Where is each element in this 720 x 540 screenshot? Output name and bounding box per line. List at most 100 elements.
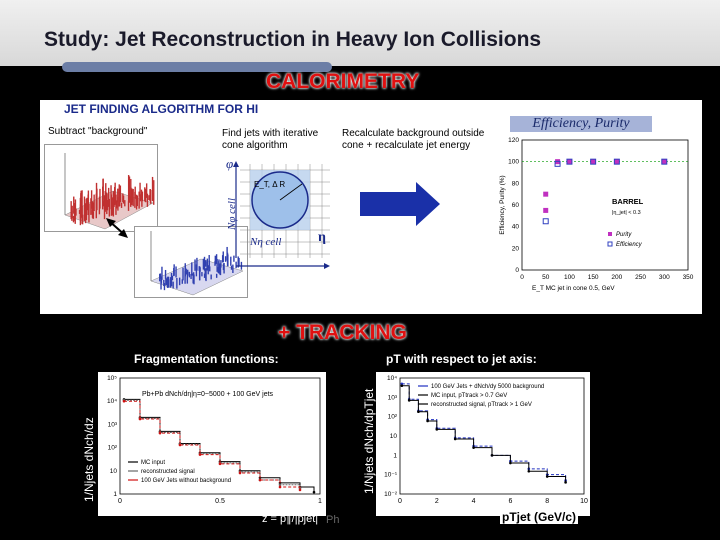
efficiency-legend-title: BARREL bbox=[612, 197, 644, 206]
efficiency-point bbox=[554, 160, 561, 167]
efficiency-x-label: E_T MC jet in cone 0.5, GeV bbox=[532, 285, 615, 292]
frag-point bbox=[298, 488, 302, 492]
pt-y-tick: 10⁻² bbox=[384, 491, 398, 498]
efficiency-purity-heading: Efficiency, Purity bbox=[510, 116, 652, 132]
efficiency-x-tick: 150 bbox=[588, 274, 599, 281]
frag-point bbox=[278, 483, 282, 487]
efficiency-legend-sub: |η_jet| < 0.3 bbox=[612, 210, 641, 216]
frag-y-tick: 1 bbox=[113, 491, 117, 498]
purity-point bbox=[590, 159, 596, 165]
pt-x-label: pTjet (GeV/c) bbox=[500, 510, 579, 524]
calorimetry-heading: CALORIMETRY bbox=[266, 70, 420, 93]
footer-fragment: Ph bbox=[326, 514, 340, 526]
pt-legend-label: MC input, pTtrack > 0.7 GeV bbox=[431, 393, 507, 399]
pt-y-tick: 10 bbox=[390, 433, 398, 440]
step-recalculate: Recalculate background outside cone + re… bbox=[342, 128, 485, 151]
pt-y-tick: 10⁴ bbox=[387, 375, 397, 382]
pt-y-tick: 10² bbox=[388, 414, 398, 421]
pt-point bbox=[435, 428, 439, 431]
purity-point bbox=[614, 159, 620, 165]
frag-series-line bbox=[124, 399, 301, 489]
pt-point bbox=[545, 475, 549, 478]
pt-y-tick: 1 bbox=[393, 452, 397, 459]
legend-efficiency-swatch bbox=[607, 241, 613, 247]
pt-point bbox=[426, 419, 429, 423]
frag-y-tick: 10³ bbox=[108, 421, 118, 428]
phi-axis-label: φ bbox=[226, 156, 234, 171]
title-bar bbox=[0, 0, 720, 66]
cone-grid-diagram bbox=[233, 161, 330, 269]
pt-y-tick: 10³ bbox=[388, 394, 398, 401]
efficiency-x-tick: 250 bbox=[635, 274, 646, 281]
jet-energy-resolution: Jet Energy Resolution ~18% → 9% bbox=[474, 292, 662, 306]
efficiency-x-tick: 50 bbox=[542, 274, 550, 281]
diagonal-arrow-left bbox=[106, 218, 128, 238]
slide-title: Study: Jet Reconstruction in Heavy Ion C… bbox=[44, 28, 542, 51]
frag-legend-label: 100 GeV Jets without background bbox=[141, 478, 231, 484]
frag-legend-label: reconstructed signal bbox=[141, 469, 195, 475]
efficiency-y-tick: 80 bbox=[512, 180, 520, 187]
efficiency-x-tick: 100 bbox=[564, 274, 575, 281]
purity-point bbox=[661, 159, 667, 165]
frag-x-tick: 0.5 bbox=[215, 498, 225, 505]
efficiency-y-tick: 60 bbox=[512, 202, 520, 209]
efficiency-x-tick: 0 bbox=[520, 274, 524, 281]
algorithm-heading: JET FINDING ALGORITHM FOR HI bbox=[64, 102, 259, 116]
efficiency-point bbox=[661, 158, 668, 165]
efficiency-legend-purity: Purity bbox=[616, 232, 632, 238]
pt-legend-label: reconstructed signal, pTtrack > 1 GeV bbox=[431, 402, 532, 408]
efficiency-purity-chart: 0 50 100 150 200 250 300 350 0 20 40 60 80 100 120 E_T … bbox=[492, 134, 698, 302]
efficiency-x-tick: 350 bbox=[683, 274, 694, 281]
purity-point bbox=[543, 191, 549, 197]
pt-point bbox=[472, 446, 475, 449]
eta-axis-label: η bbox=[318, 230, 326, 245]
pt-point bbox=[564, 481, 567, 484]
frag-point bbox=[138, 417, 142, 421]
pt-point bbox=[527, 469, 531, 473]
pt-legend-label: 100 GeV Jets + dNch/dy 5000 background bbox=[431, 384, 544, 390]
purity-point bbox=[543, 207, 549, 213]
pt-point bbox=[417, 410, 420, 414]
frag-y-tick: 10⁵ bbox=[107, 375, 117, 382]
efficiency-y-tick: 120 bbox=[508, 137, 519, 144]
pt-x-tick: 6 bbox=[508, 498, 512, 505]
fragmentation-y-label: 1/Njets dNch/dz bbox=[82, 417, 96, 502]
pt-point bbox=[407, 399, 411, 402]
efficiency-y-tick: 100 bbox=[508, 159, 519, 166]
pt-y-label: 1/Njets dNch/dpTjet bbox=[362, 388, 376, 494]
cone-radius-label: E_T, Δ R bbox=[254, 180, 286, 189]
frag-x-tick: 1 bbox=[318, 498, 322, 505]
efficiency-y-tick: 40 bbox=[512, 224, 520, 231]
frag-frame bbox=[119, 377, 321, 495]
pt-point bbox=[490, 454, 494, 457]
pt-caption: pT with respect to jet axis: bbox=[386, 352, 537, 366]
pt-point bbox=[400, 384, 404, 387]
efficiency-x-tick: 300 bbox=[659, 274, 670, 281]
frag-point bbox=[198, 453, 202, 456]
efficiency-point bbox=[566, 158, 573, 165]
pt-x-tick: 8 bbox=[545, 498, 549, 505]
frag-legend-label: MC input bbox=[141, 460, 165, 466]
efficiency-frame bbox=[521, 139, 689, 271]
fragmentation-caption: Fragmentation functions: bbox=[134, 352, 279, 366]
efficiency-legend-efficiency: Efficiency bbox=[616, 242, 643, 248]
pt-x-tick: 10 bbox=[580, 498, 588, 505]
frag-y-tick: 10⁴ bbox=[107, 398, 117, 405]
frag-point bbox=[278, 485, 282, 489]
calorimetry-panel: JET FINDING ALGORITHM FOR HI Subtract "b… bbox=[40, 100, 702, 314]
pt-x-tick: 0 bbox=[398, 498, 402, 505]
efficiency-y-label: Efficiency, Purity (%) bbox=[499, 175, 506, 234]
pt-point bbox=[400, 382, 404, 386]
fragmentation-chart: 0 0.5 1 1 10 10² 10³ 10⁴ 10⁵ Pb+Pb dNch/dη|η=0~5… bbox=[98, 372, 326, 516]
lego-plot-before bbox=[44, 144, 158, 232]
pt-point bbox=[453, 437, 457, 441]
efficiency-x-tick: 200 bbox=[611, 274, 622, 281]
pt-x-tick: 4 bbox=[472, 498, 476, 505]
efficiency-y-tick: 20 bbox=[512, 245, 520, 252]
title-underline-band bbox=[62, 62, 332, 72]
efficiency-y-tick: 0 bbox=[515, 267, 519, 274]
step-subtract-background: Subtract "background" bbox=[48, 126, 148, 137]
frag-y-tick: 10 bbox=[110, 468, 118, 475]
frag-point bbox=[158, 431, 162, 435]
step-iterative-cone: Find jets with iterative cone algorithm bbox=[222, 128, 319, 151]
